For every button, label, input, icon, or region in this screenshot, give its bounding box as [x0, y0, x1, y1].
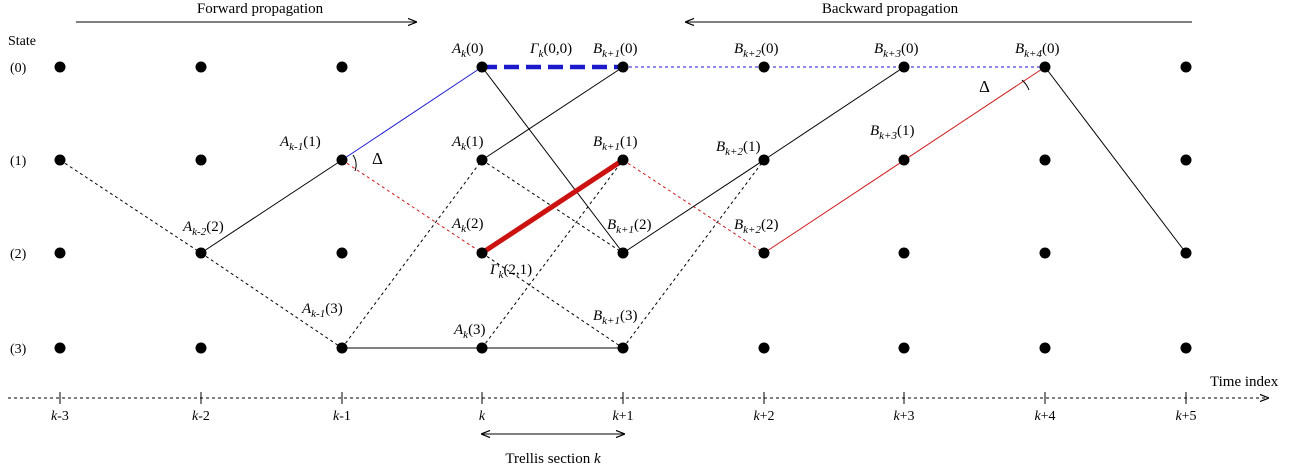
node-label: Ak-1(3)	[301, 301, 343, 320]
node-label: Bk+1(1)	[593, 134, 637, 153]
trellis-branch	[481, 66, 624, 161]
trellis-node	[898, 247, 910, 259]
trellis-node	[1180, 154, 1192, 166]
trellis-node	[476, 342, 488, 354]
gamma-label: Γk(2,1)	[489, 262, 532, 281]
trellis-node	[758, 342, 770, 354]
trellis-node	[617, 247, 629, 259]
trellis-branch	[341, 159, 483, 254]
trellis-node	[195, 154, 207, 166]
node-labels: Ak(0) Bk+1(0) Bk+2(0) Bk+3(0) Bk+4(0) Ak-1(1)…	[182, 41, 1059, 341]
node-label: Bk+2(0)	[734, 41, 778, 60]
trellis-node	[1180, 61, 1192, 73]
state-label: (3)	[10, 342, 27, 357]
time-tick-label: k+5	[1175, 409, 1196, 424]
state-labels: (0) (1) (2) (3)	[10, 61, 27, 357]
trellis-node	[1039, 247, 1051, 259]
time-tick-label: k+4	[1034, 409, 1055, 424]
node-label: Ak-2(2)	[182, 219, 224, 238]
time-tick-label: k-2	[192, 409, 210, 424]
state-axis-label: State	[8, 34, 36, 49]
time-tick-label: k-3	[51, 409, 69, 424]
node-label: Ak(3)	[453, 322, 486, 341]
trellis-node	[195, 342, 207, 354]
trellis-node	[336, 342, 348, 354]
trellis-branch	[59, 159, 202, 254]
delta-arc-right	[1021, 79, 1030, 91]
trellis-branch	[200, 252, 343, 349]
trellis-node	[758, 154, 770, 166]
node-label: Bk+1(3)	[593, 308, 637, 327]
gamma-labels: Γk(0,0) Γk(2,1)	[489, 41, 572, 281]
trellis-node	[1180, 247, 1192, 259]
trellis-branch	[481, 252, 624, 349]
trellis-node	[1039, 154, 1051, 166]
node-label: Bk+4(0)	[1015, 41, 1059, 60]
time-tick-label: k+2	[753, 409, 774, 424]
state-label: (2)	[10, 247, 27, 262]
backward-propagation-label: Backward propagation	[822, 1, 959, 17]
node-label: Bk+1(2)	[607, 217, 651, 236]
trellis-node	[54, 154, 66, 166]
time-tick-label: k	[479, 409, 486, 424]
node-label: Ak-1(1)	[279, 134, 321, 153]
time-ticks: k-3 k-2 k-1 k k+1 k+2 k+3 k+4 k+5	[51, 392, 1197, 424]
trellis-node	[898, 154, 910, 166]
trellis-node	[617, 154, 629, 166]
trellis-node	[54, 247, 66, 259]
trellis-node	[336, 154, 348, 166]
trellis-node	[758, 61, 770, 73]
trellis-node	[54, 342, 66, 354]
trellis-branch	[622, 159, 765, 349]
trellis-section-label: Trellis section k	[505, 451, 601, 467]
trellis-node	[1039, 61, 1051, 73]
node-label: Bk+2(2)	[734, 217, 778, 236]
trellis-node	[1180, 342, 1192, 354]
trellis-node	[476, 154, 488, 166]
trellis-node	[476, 247, 488, 259]
trellis-branch	[341, 66, 483, 161]
forward-propagation-label: Forward propagation	[197, 1, 324, 17]
trellis-node	[336, 61, 348, 73]
trellis-node	[195, 247, 207, 259]
time-index-label: Time index	[1210, 374, 1279, 390]
trellis-branch	[763, 66, 905, 161]
trellis-node	[54, 61, 66, 73]
trellis-node	[617, 61, 629, 73]
trellis-node	[898, 61, 910, 73]
node-label: Bk+1(0)	[593, 41, 637, 60]
trellis-branches	[59, 64, 1187, 349]
trellis-node	[476, 61, 488, 73]
node-label: Ak(0)	[451, 41, 484, 60]
trellis-node	[1039, 342, 1051, 354]
node-label: Bk+3(0)	[874, 41, 918, 60]
trellis-branch	[200, 159, 343, 254]
node-label: Bk+3(1)	[870, 123, 914, 142]
state-label: (1)	[10, 154, 27, 169]
node-label: Bk+2(1)	[716, 139, 760, 158]
trellis-node	[617, 342, 629, 354]
time-tick-label: k+3	[893, 409, 914, 424]
gamma-label: Γk(0,0)	[529, 41, 572, 60]
node-label: Ak(2)	[451, 216, 484, 235]
trellis-branch	[341, 159, 483, 349]
trellis-node	[336, 247, 348, 259]
trellis-branch	[481, 66, 624, 254]
delta-label-right: Δ	[979, 77, 990, 96]
delta-arc-left	[352, 154, 357, 172]
trellis-branch	[480, 157, 625, 256]
trellis-branch	[1044, 66, 1187, 254]
time-tick-label: k+1	[612, 409, 633, 424]
node-label: Ak(1)	[451, 134, 484, 153]
trellis-node	[195, 61, 207, 73]
time-tick-label: k-1	[333, 409, 351, 424]
trellis-branch	[622, 159, 765, 254]
delta-label-left: Δ	[372, 149, 383, 168]
trellis-node	[898, 342, 910, 354]
state-label: (0)	[10, 61, 27, 76]
trellis-nodes	[54, 61, 1192, 354]
trellis-node	[758, 247, 770, 259]
